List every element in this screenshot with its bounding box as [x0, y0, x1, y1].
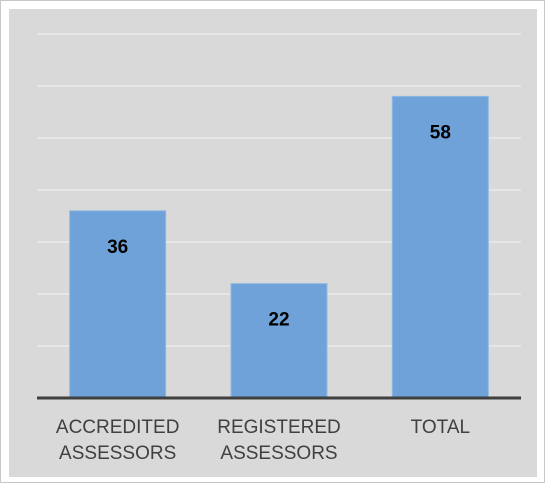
data-label: 36 — [107, 237, 128, 258]
data-labels: 36 22 58 — [107, 122, 451, 330]
category-label: TOTAL — [411, 417, 470, 438]
category-label-line: REGISTERED — [217, 417, 341, 438]
category-label-line: ACCREDITED — [56, 417, 180, 438]
category-label-line: ASSESSORS — [220, 443, 337, 464]
data-label: 22 — [268, 310, 289, 331]
category-label-line: TOTAL — [411, 417, 470, 438]
category-labels: ACCREDITED ASSESSORS REGISTERED ASSESSORS TO… — [56, 417, 470, 464]
data-label: 58 — [430, 122, 451, 143]
bar — [230, 283, 328, 399]
bar — [69, 210, 167, 399]
category-label: ACCREDITED ASSESSORS — [56, 417, 180, 464]
category-label-line: ASSESSORS — [59, 443, 176, 464]
category-label: REGISTERED ASSESSORS — [217, 417, 341, 464]
